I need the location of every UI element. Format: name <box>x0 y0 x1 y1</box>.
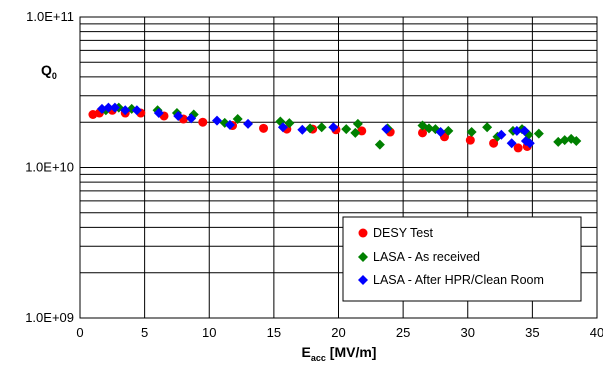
data-point-lasa-after-hpr-clean-room <box>519 125 530 136</box>
data-point-lasa-as-received <box>559 135 570 146</box>
y-tick-label: 1.0E+10 <box>25 160 74 175</box>
data-point-lasa-after-hpr-clean-room <box>173 110 184 121</box>
data-point-lasa-after-hpr-clean-room <box>153 108 164 119</box>
data-point-lasa-as-received <box>482 122 493 133</box>
data-point-lasa-after-hpr-clean-room <box>381 124 392 135</box>
y-axis-label-main: Q <box>41 62 52 78</box>
data-point-lasa-after-hpr-clean-room <box>297 124 308 135</box>
data-point-lasa-after-hpr-clean-room <box>277 122 288 133</box>
data-point-lasa-as-received <box>423 123 434 134</box>
data-point-lasa-as-received <box>571 135 582 146</box>
x-tick-label: 40 <box>590 325 603 340</box>
y-axis-label: Q0 <box>41 62 57 81</box>
data-point-lasa-as-received <box>316 122 327 133</box>
data-point-lasa-after-hpr-clean-room <box>435 127 446 138</box>
x-axis-label-unit: [MV/m] <box>326 344 377 360</box>
x-tick-label: 10 <box>202 325 216 340</box>
data-point-lasa-after-hpr-clean-room <box>109 102 120 113</box>
data-points <box>88 102 582 153</box>
legend-marker-lasa-as-received <box>358 252 368 262</box>
x-tick-label: 30 <box>461 325 475 340</box>
data-point-desy-test <box>465 135 475 145</box>
data-point-lasa-as-received <box>284 118 295 129</box>
plot-area-frame <box>79 16 598 319</box>
x-tick-label: 20 <box>331 325 345 340</box>
x-tick-label: 35 <box>525 325 539 340</box>
data-point-desy-test <box>259 123 269 133</box>
data-point-lasa-as-received <box>374 139 385 150</box>
x-tick-label: 15 <box>267 325 281 340</box>
grid <box>80 17 597 318</box>
legend-label-desy-test: DESY Test <box>373 226 434 240</box>
data-point-lasa-after-hpr-clean-room <box>103 102 114 113</box>
x-tick-label: 25 <box>396 325 410 340</box>
x-axis-label: Eacc [MV/m] <box>302 344 377 363</box>
y-tick-label: 1.0E+09 <box>25 310 74 325</box>
data-point-lasa-after-hpr-clean-room <box>224 119 235 130</box>
data-point-lasa-as-received <box>305 123 316 134</box>
data-point-lasa-after-hpr-clean-room <box>328 122 339 133</box>
data-point-lasa-after-hpr-clean-room <box>131 105 142 116</box>
x-axis-label-sub: acc <box>311 353 326 363</box>
data-point-lasa-after-hpr-clean-room <box>511 125 522 136</box>
legend-marker-lasa-after-hpr <box>358 275 368 285</box>
data-point-desy-test <box>513 143 523 153</box>
x-axis-label-main: E <box>302 344 311 360</box>
data-point-lasa-after-hpr-clean-room <box>506 138 517 149</box>
data-point-lasa-after-hpr-clean-room <box>496 129 507 140</box>
x-tick-label: 0 <box>76 325 83 340</box>
tick-labels: 0 5 10 15 20 25 30 35 40 1.0E+09 1.0E+10 1.0E+11 <box>25 9 603 340</box>
legend-label-lasa-after-hpr: LASA - After HPR/Clean Room <box>373 273 544 287</box>
data-point-lasa-after-hpr-clean-room <box>120 105 131 116</box>
data-point-lasa-as-received <box>341 124 352 135</box>
data-point-desy-test <box>198 117 208 127</box>
data-point-desy-test <box>489 138 499 148</box>
data-point-desy-test <box>418 128 428 138</box>
data-point-lasa-after-hpr-clean-room <box>243 118 254 129</box>
data-point-lasa-after-hpr-clean-room <box>186 113 197 124</box>
legend-box <box>342 216 582 302</box>
data-point-lasa-after-hpr-clean-room <box>212 115 223 126</box>
y-tick-label: 1.0E+11 <box>26 9 74 24</box>
data-point-lasa-as-received <box>533 128 544 139</box>
data-point-lasa-as-received <box>352 118 363 129</box>
legend-label-lasa-as-received: LASA - As received <box>373 250 480 264</box>
data-point-lasa-as-received <box>350 127 361 138</box>
data-point-lasa-as-received <box>232 114 243 125</box>
data-point-lasa-as-received <box>443 125 454 136</box>
legend-marker-desy-test <box>358 228 368 238</box>
data-point-lasa-after-hpr-clean-room <box>520 135 531 146</box>
legend: DESY Test LASA - As received LASA - Afte… <box>342 216 582 302</box>
x-tick-label: 5 <box>141 325 148 340</box>
data-point-lasa-after-hpr-clean-room <box>96 103 107 114</box>
data-point-lasa-as-received <box>466 127 477 138</box>
y-axis-label-sub: 0 <box>52 71 57 81</box>
